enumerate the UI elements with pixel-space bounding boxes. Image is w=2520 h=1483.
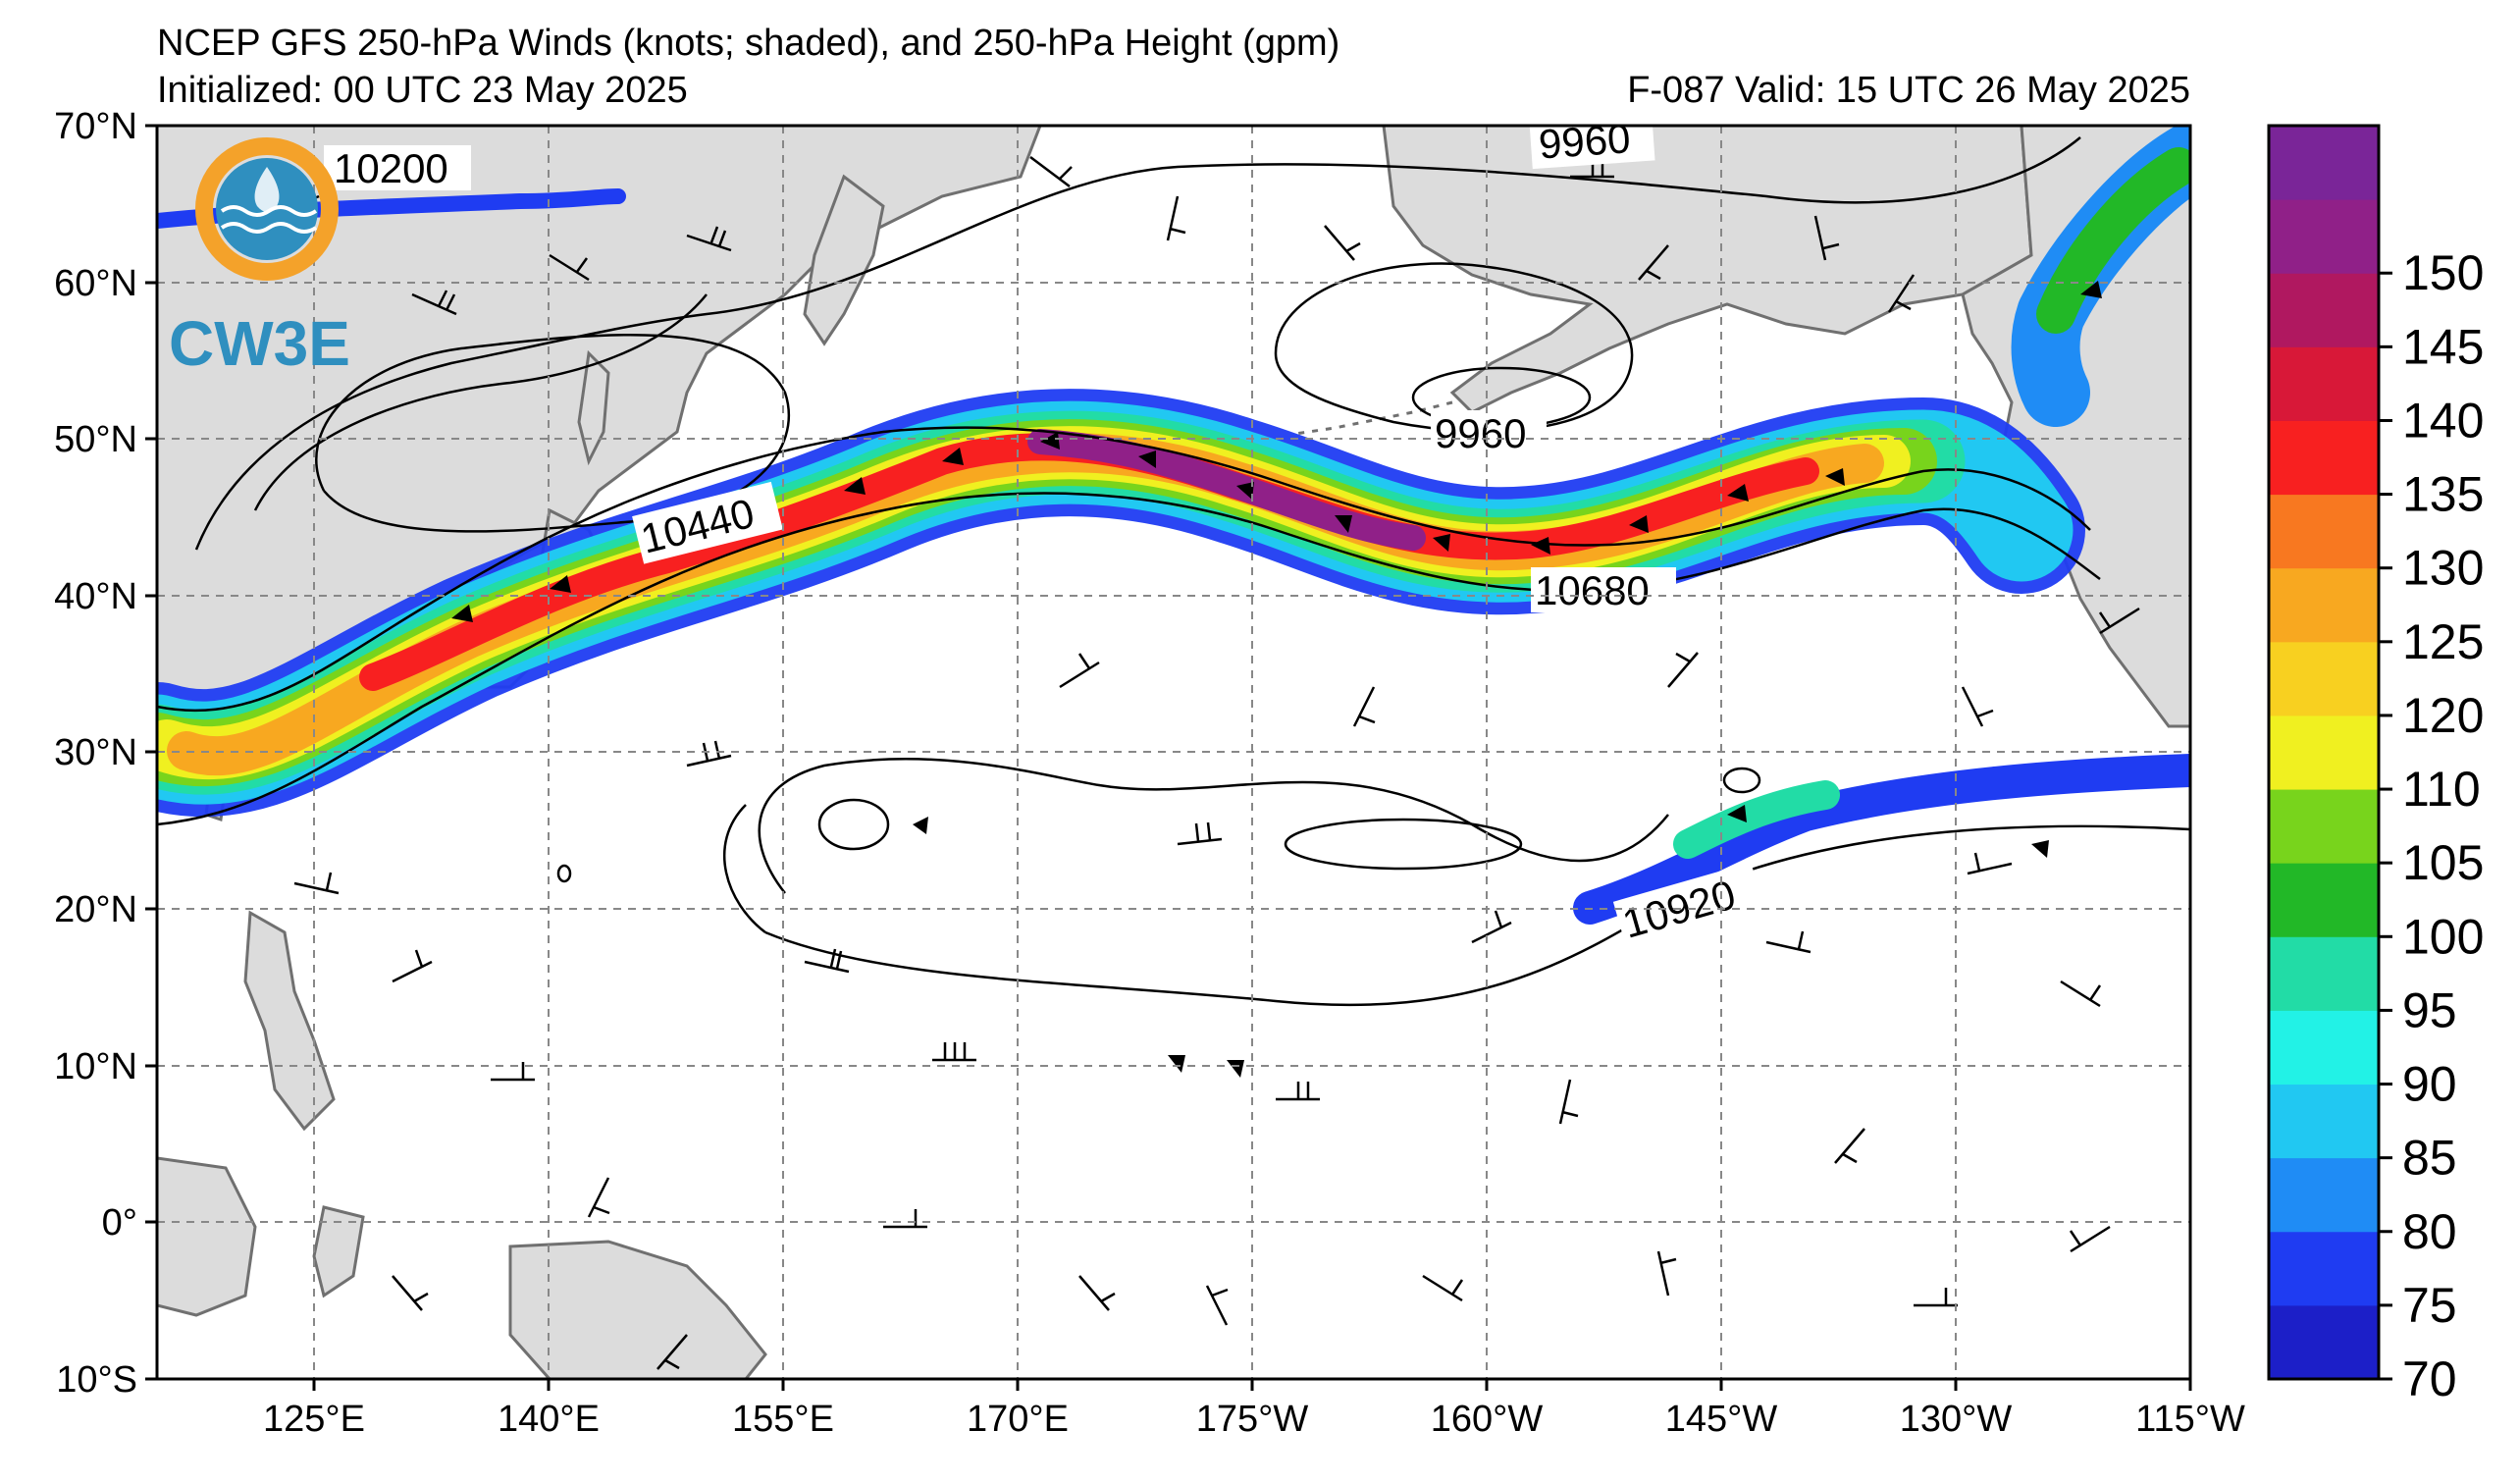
- colorbar-swatch: [2269, 715, 2379, 790]
- lon-label: 160°W: [1431, 1399, 1544, 1440]
- cw3e-logo: CW3E: [169, 137, 350, 379]
- colorbar-swatch: [2269, 1157, 2379, 1233]
- colorbar-swatch: [2269, 273, 2379, 347]
- map-content: 10200 9960 9960 10440 10680 10920: [157, 115, 2190, 1379]
- colorbar-swatch: [2269, 1010, 2379, 1086]
- lon-label: 155°E: [732, 1399, 834, 1440]
- lat-labels: 70°N 60°N 50°N 40°N 30°N 20°N 10°N 0° 10…: [54, 106, 137, 1401]
- lat-label: 70°N: [54, 106, 137, 147]
- lat-label: 10°N: [54, 1046, 137, 1087]
- jet-flags: [451, 281, 2102, 1078]
- colorbar-label: 110: [2402, 762, 2481, 817]
- colorbar-swatch: [2269, 567, 2379, 643]
- lat-label: 0°: [102, 1202, 137, 1244]
- colorbar-label: 140: [2402, 393, 2484, 448]
- lat-label: 30°N: [54, 732, 137, 773]
- map-gridlines: [157, 126, 2190, 1379]
- colorbar-swatch: [2269, 199, 2379, 274]
- lat-label: 20°N: [54, 889, 137, 930]
- colorbar-swatch: [2269, 1304, 2379, 1380]
- colorbar-label: 150: [2402, 245, 2484, 300]
- colorbar-frame: [2267, 124, 2381, 1381]
- colorbar-label: 95: [2402, 982, 2457, 1037]
- lon-label: 125°E: [263, 1399, 365, 1440]
- lat-label: 40°N: [54, 576, 137, 617]
- lon-label: 175°W: [1196, 1399, 1309, 1440]
- lon-label: 115°W: [2135, 1399, 2245, 1440]
- colorbar-swatch: [2269, 126, 2379, 200]
- colorbar-label: 145: [2402, 319, 2484, 374]
- colorbar-swatch: [2269, 494, 2379, 569]
- init-time: Initialized: 00 UTC 23 May 2025: [157, 70, 688, 111]
- colorbar-swatch: [2269, 420, 2379, 496]
- contour-label: 10680: [1535, 567, 1650, 613]
- colorbar-label: 80: [2402, 1204, 2457, 1259]
- colorbar-swatch: [2269, 936, 2379, 1011]
- colorbar: 70 75 80 85 90 95 100 105 110 120 125 130 135 140 145 1…: [2267, 124, 2484, 1406]
- colorbar-swatch: [2269, 863, 2379, 937]
- colorbar-label: 130: [2402, 541, 2484, 596]
- colorbar-swatch: [2269, 1084, 2379, 1159]
- colorbar-label: 125: [2402, 614, 2484, 669]
- lat-label: 50°N: [54, 419, 137, 460]
- colorbar-label: 75: [2402, 1278, 2457, 1333]
- colorbar-swatch: [2269, 789, 2379, 864]
- contour-label: 9960: [1537, 115, 1631, 167]
- lon-label: 145°W: [1665, 1399, 1778, 1440]
- axis-ticks: [145, 124, 2192, 1391]
- colorbar-label: 90: [2402, 1057, 2457, 1112]
- colorbar-label: 120: [2402, 688, 2484, 743]
- lon-label: 170°E: [967, 1399, 1069, 1440]
- contour-label: 9960: [1435, 410, 1526, 456]
- lon-label: 140°E: [498, 1399, 600, 1440]
- logo-text: CW3E: [169, 308, 350, 379]
- colorbar-label: 70: [2402, 1351, 2457, 1406]
- lat-label: 60°N: [54, 263, 137, 304]
- wind-barbs: [274, 156, 2140, 1370]
- colorbar-swatch: [2269, 346, 2379, 421]
- colorbar-label: 85: [2402, 1131, 2457, 1186]
- colorbar-swatch: [2269, 641, 2379, 716]
- lon-labels: 125°E 140°E 155°E 170°E 175°W 160°W 145°…: [263, 1399, 2245, 1440]
- contour-label: 10200: [334, 145, 448, 191]
- colorbar-label: 105: [2402, 835, 2484, 890]
- contour-label-group: 10200 9960 9960 10440 10680 10920: [324, 115, 1765, 949]
- valid-time: F-087 Valid: 15 UTC 26 May 2025: [1627, 70, 2190, 111]
- lat-label: 10°S: [56, 1359, 137, 1401]
- lon-label: 130°W: [1900, 1399, 2013, 1440]
- colorbar-label: 100: [2402, 909, 2484, 964]
- height-contours: [157, 136, 2190, 1007]
- colorbar-swatch: [2269, 1231, 2379, 1306]
- map-title: NCEP GFS 250-hPa Winds (knots; shaded), …: [157, 23, 1340, 64]
- colorbar-label: 135: [2402, 467, 2484, 522]
- jet-shading: [157, 126, 2190, 925]
